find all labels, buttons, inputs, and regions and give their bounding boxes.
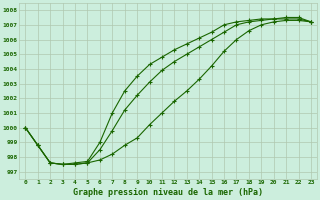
X-axis label: Graphe pression niveau de la mer (hPa): Graphe pression niveau de la mer (hPa) xyxy=(73,188,263,197)
